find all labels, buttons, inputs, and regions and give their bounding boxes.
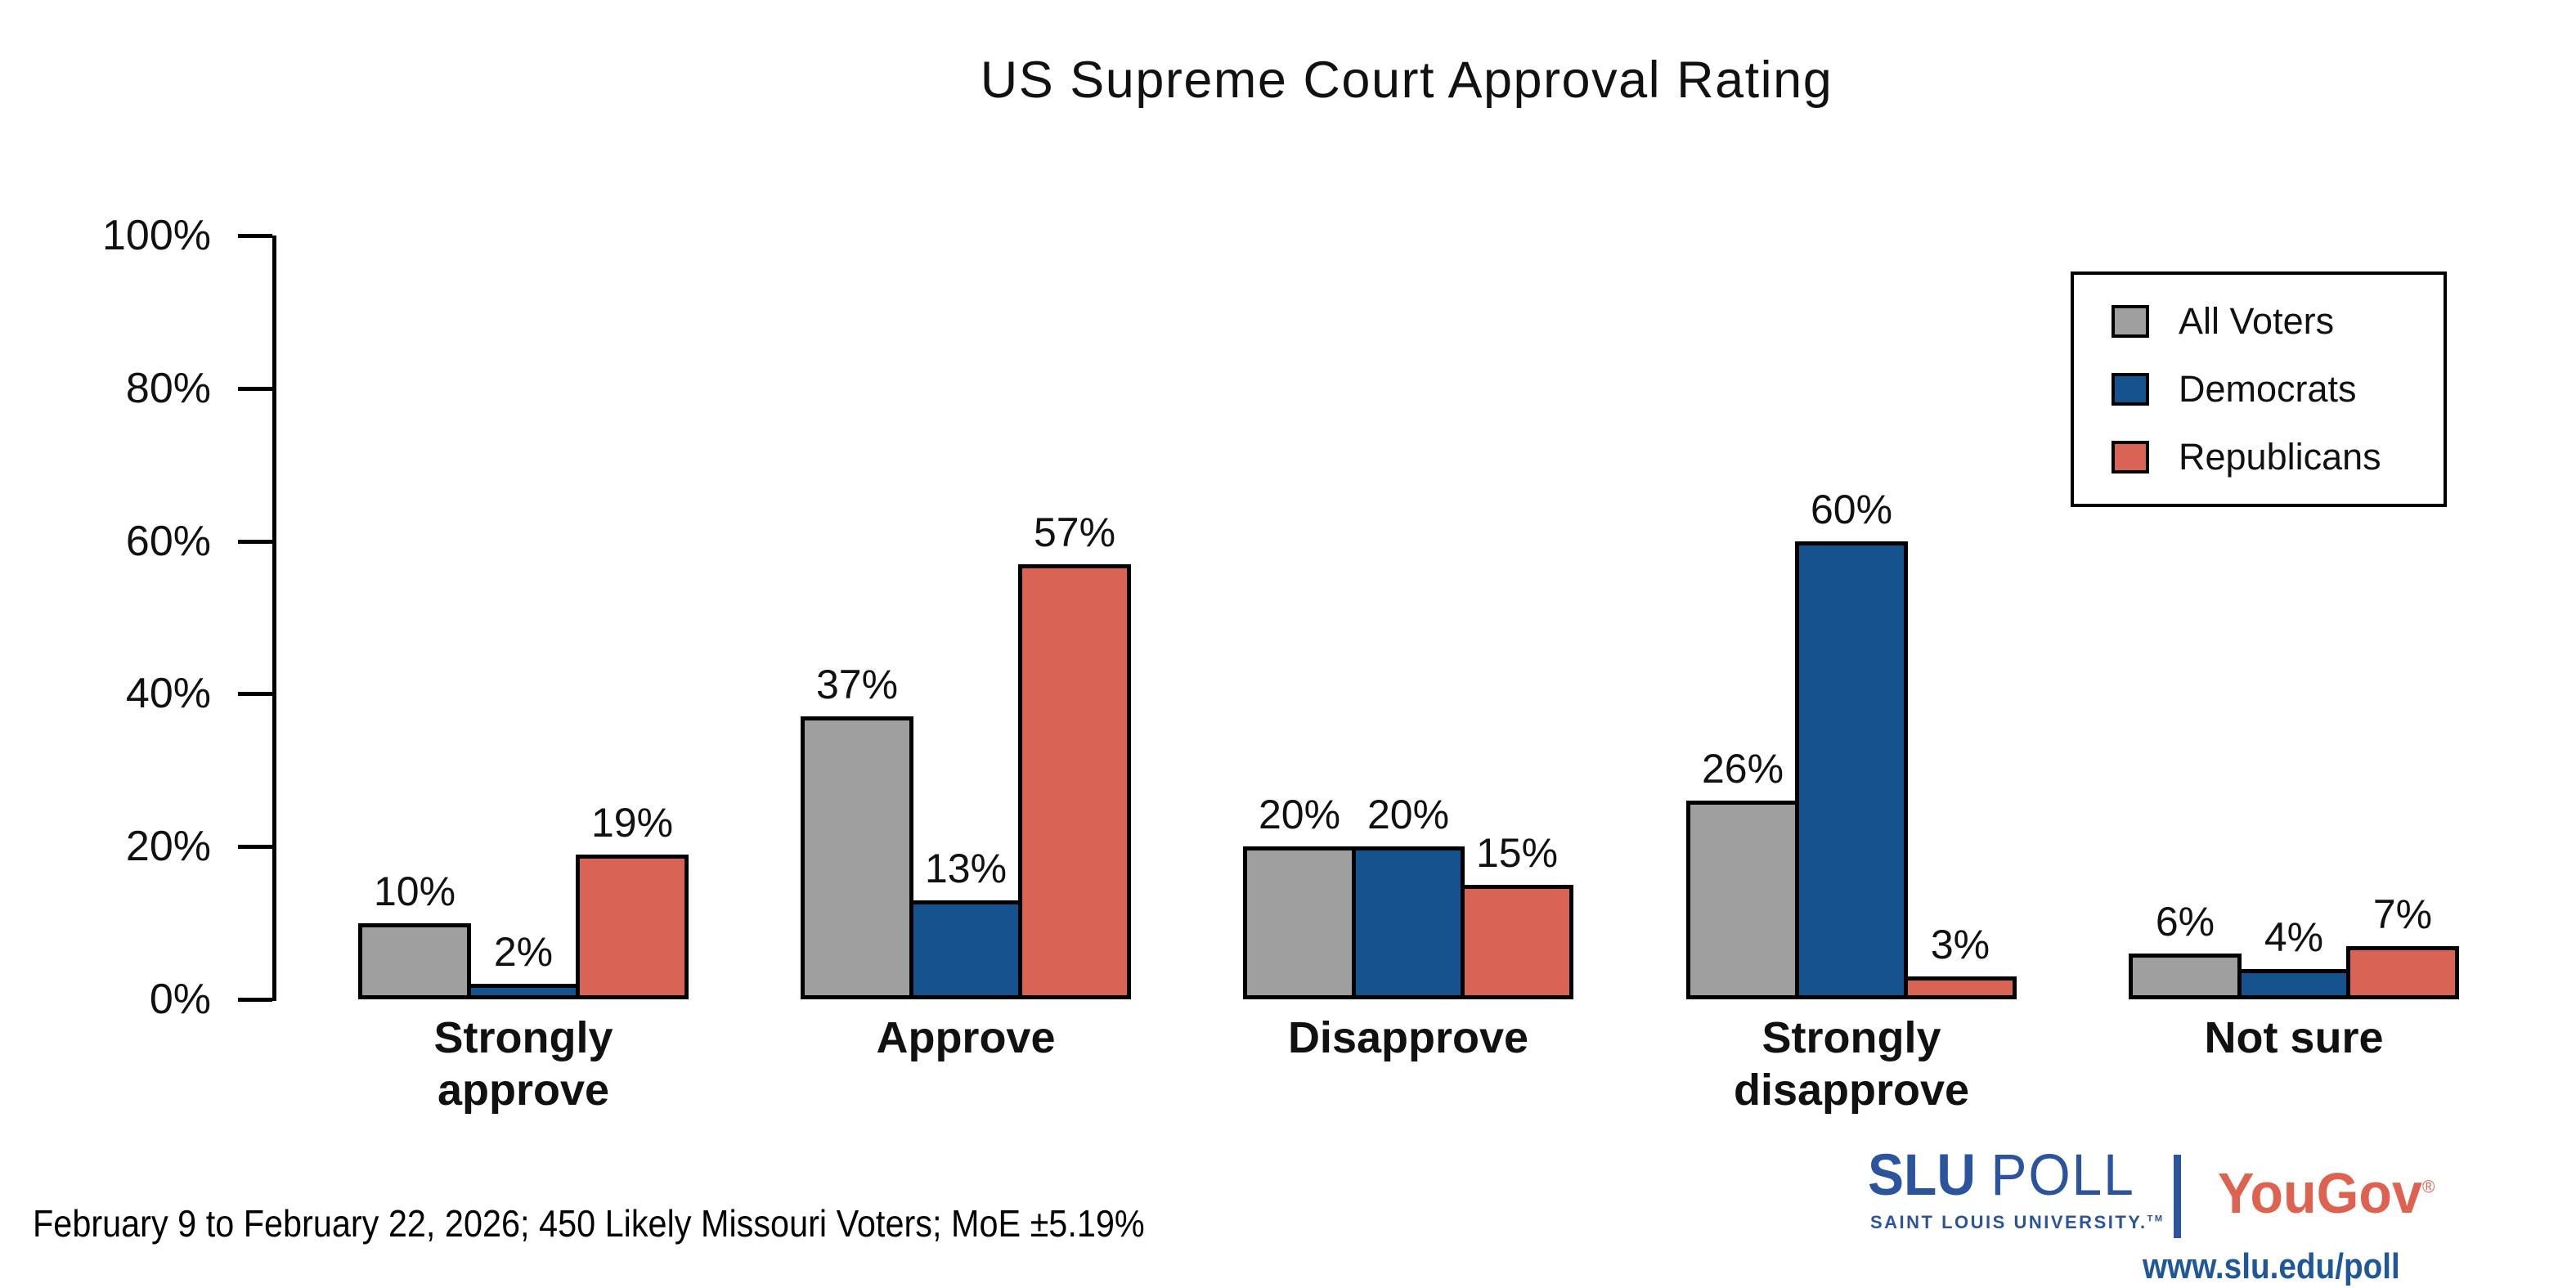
plot-area: 10% 2% 19% Strongly approve 37% 13% 57% Approve… — [358, 236, 2468, 1115]
bar-value-label: 2% — [493, 929, 554, 975]
y-axis-tick — [238, 998, 272, 1002]
bar-value-label: 20% — [1367, 792, 1450, 837]
y-axis-tick-label: 40% — [125, 670, 211, 717]
bar-value-label: 6% — [2155, 899, 2215, 945]
category-label: Disapprove — [1287, 1013, 1529, 1062]
footnote: February 9 to February 22, 2026; 450 Lik… — [33, 1202, 1145, 1245]
y-axis-tick-label: 60% — [125, 518, 211, 565]
yougov-logo-text: YouGov — [2218, 1161, 2422, 1225]
bar-group: 20% 20% 15% Disapprove — [1243, 236, 1573, 1062]
legend-item: Democrats — [2112, 368, 2444, 411]
slu-subtitle-text: SAINT LOUIS UNIVERSITY. — [1870, 1212, 2147, 1232]
slu-poll-logo: SLU POLL — [1868, 1147, 2135, 1205]
legend: All Voters Democrats Republicans — [2071, 272, 2447, 507]
bar-group: 37% 13% 57% Approve — [801, 236, 1131, 1062]
y-axis-tick — [238, 845, 272, 849]
y-axis-tick — [238, 387, 272, 391]
y-axis-tick-label: 80% — [125, 365, 211, 412]
brand-divider — [2174, 1155, 2181, 1238]
slu-poll-url: www.slu.edu/poll — [2143, 1246, 2400, 1286]
y-axis-line — [272, 236, 276, 1001]
y-axis-tick-label: 100% — [102, 212, 211, 259]
bar — [1461, 885, 1573, 999]
bar-group: 26% 60% 3% Strongly disapprove — [1686, 236, 2017, 1115]
bar — [2237, 969, 2350, 999]
bar-value-label: 60% — [1810, 487, 1893, 532]
legend-label: Democrats — [2179, 368, 2357, 410]
y-axis-tick-label: 0% — [149, 976, 211, 1023]
bar-value-label: 26% — [1701, 746, 1784, 792]
bar — [1352, 846, 1465, 999]
legend-label: Republicans — [2179, 436, 2381, 478]
bar — [909, 900, 1022, 999]
legend-item: Republicans — [2112, 436, 2444, 478]
category-label: Strongly approve — [433, 1013, 613, 1115]
bar — [467, 984, 580, 999]
legend-label: All Voters — [2179, 300, 2335, 342]
bar-value-label: 20% — [1258, 792, 1341, 837]
chart-title: US Supreme Court Approval Rating — [980, 52, 1833, 109]
y-axis-tick-label: 20% — [125, 823, 211, 870]
category-label: Approve — [876, 1013, 1056, 1062]
bar-value-label: 15% — [1475, 830, 1559, 876]
bar — [1018, 564, 1131, 999]
poll-logo-text: POLL — [1990, 1143, 2135, 1208]
y-axis-tick — [238, 234, 272, 238]
slu-subtitle: SAINT LOUIS UNIVERSITY.TM — [1870, 1212, 2165, 1233]
bar-value-label: 7% — [2372, 891, 2433, 937]
y-axis: 0% 20% 40% 60% 80% 100% — [0, 212, 282, 1023]
y-axis-tick — [238, 540, 272, 544]
slu-logo-text: SLU — [1868, 1143, 1977, 1208]
legend-swatch — [2112, 373, 2149, 406]
bar-value-label: 4% — [2264, 914, 2324, 960]
category-label: Not sure — [2204, 1013, 2384, 1062]
bar — [1686, 801, 1799, 999]
bar — [576, 855, 689, 999]
bar-value-label: 37% — [815, 662, 899, 707]
bar — [2346, 946, 2459, 999]
trademark-mark: TM — [2147, 1214, 2165, 1224]
y-axis-tick — [238, 692, 272, 696]
bar-value-label: 19% — [590, 800, 674, 846]
legend-swatch — [2112, 441, 2149, 473]
bar-group: 6% 4% 7% Not sure — [2129, 236, 2459, 1062]
bar-group: 10% 2% 19% Strongly approve — [358, 236, 689, 1115]
bar-value-label: 13% — [924, 846, 1008, 891]
bar — [801, 716, 913, 999]
yougov-logo: YouGov® — [2218, 1165, 2435, 1222]
bar-value-label: 57% — [1033, 509, 1116, 555]
bar-value-label: 10% — [373, 868, 456, 914]
bar — [358, 923, 471, 999]
bar — [1904, 976, 2017, 999]
bar-value-label: 3% — [1930, 922, 1990, 967]
legend-item: All Voters — [2112, 300, 2444, 343]
category-label: Strongly disapprove — [1733, 1013, 1970, 1115]
registered-mark: ® — [2421, 1176, 2435, 1197]
legend-swatch — [2112, 305, 2149, 338]
bar — [1795, 541, 1908, 999]
bar — [1243, 846, 1356, 999]
